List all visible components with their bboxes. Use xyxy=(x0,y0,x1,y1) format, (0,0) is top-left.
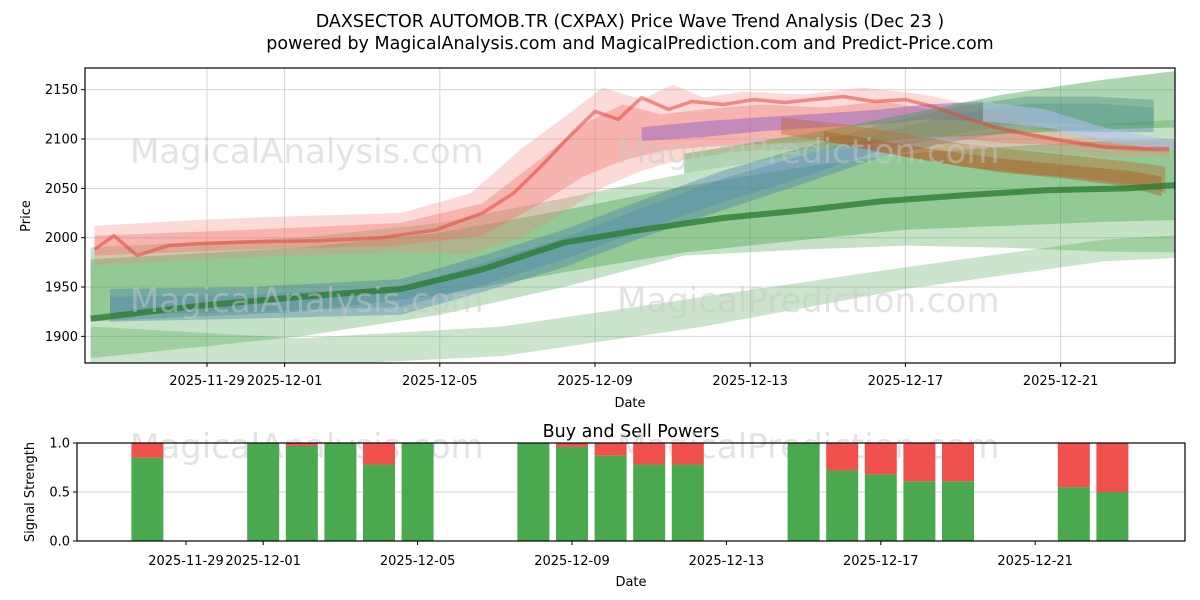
buy-bar-segment xyxy=(903,481,936,541)
y-tick-label: 1900 xyxy=(45,330,78,345)
y-tick-label: 0.0 xyxy=(49,535,70,550)
y-tick-label: 1.0 xyxy=(49,437,70,452)
buy-bar-segment xyxy=(594,455,627,541)
buy-bar-segment xyxy=(1057,487,1090,541)
sell-bar-segment xyxy=(594,443,627,456)
green-bottom-band xyxy=(90,235,1175,363)
watermark-text: MagicalPrediction.com xyxy=(617,132,1000,172)
green-outer-band xyxy=(90,119,1175,359)
y-tick-label: 2000 xyxy=(45,231,78,246)
y-tick-label: 2150 xyxy=(45,83,78,98)
y-tick-label: 1950 xyxy=(45,281,78,296)
signal-chart-title: Buy and Sell Powers xyxy=(543,422,720,442)
watermark-text: MagicalAnalysis.com xyxy=(130,281,484,321)
x-tick-label: 2025-11-29 xyxy=(148,554,224,569)
blue-outer-band xyxy=(110,96,1154,322)
lavender-band xyxy=(983,101,1175,151)
sell-bar-segment xyxy=(363,443,395,465)
sell-bar-segment xyxy=(826,443,859,471)
red-median-line xyxy=(93,94,1170,258)
x-tick-label: 2025-12-09 xyxy=(557,374,633,389)
x-tick-label: 2025-12-09 xyxy=(534,554,610,569)
price-wave-chart: MagicalAnalysis.com MagicalPrediction.com… xyxy=(45,67,1176,389)
buy-bar-segment xyxy=(787,443,820,541)
watermark-text: MagicalPrediction.com xyxy=(617,281,1000,321)
chart-title-line2: powered by MagicalAnalysis.com and Magic… xyxy=(266,34,993,54)
x-tick-label: 2025-12-01 xyxy=(225,554,301,569)
buy-bar-segment xyxy=(671,464,704,541)
red-mid-band xyxy=(94,101,1170,256)
sell-bar-segment xyxy=(1096,443,1129,492)
y-tick-label: 2050 xyxy=(45,182,78,197)
x-tick-label: 2025-12-21 xyxy=(1023,374,1099,389)
price-x-axis-label: Date xyxy=(614,396,645,411)
green-median-line xyxy=(90,182,1175,322)
plot-frame xyxy=(84,67,1176,364)
x-tick-label: 2025-12-05 xyxy=(402,374,478,389)
purple-band xyxy=(641,101,983,141)
watermark-text: MagicalAnalysis.com xyxy=(130,132,484,172)
signal-x-axis-label: Date xyxy=(615,575,646,590)
y-tick-label: 2100 xyxy=(45,133,78,148)
sell-bar-segment xyxy=(131,443,164,458)
buy-bar-segment xyxy=(131,457,164,541)
buy-bar-segment xyxy=(363,464,395,541)
sell-bar-segment xyxy=(671,443,704,465)
y-tick-label: 0.5 xyxy=(49,486,70,501)
buy-bar-segment xyxy=(401,443,434,541)
buy-bar-segment xyxy=(864,474,897,541)
sell-bar-segment xyxy=(556,443,588,447)
buy-bar-segment xyxy=(517,443,550,541)
buy-bar-segment xyxy=(324,443,357,541)
orange-outer-band xyxy=(781,117,1166,194)
buy-bar-segment xyxy=(633,464,666,541)
x-tick-label: 2025-12-13 xyxy=(712,374,788,389)
x-tick-label: 2025-12-21 xyxy=(997,554,1073,569)
chart-title-line1: DAXSECTOR AUTOMOB.TR (CXPAX) Price Wave … xyxy=(316,12,945,32)
buy-sell-chart: MagicalAnalysis.comMagicalPrediction.com… xyxy=(49,427,1186,569)
sell-bar-segment xyxy=(285,443,318,446)
buy-bar-segment xyxy=(826,470,859,541)
x-tick-label: 2025-11-29 xyxy=(169,374,245,389)
orange-inner-band xyxy=(823,131,1162,197)
signal-y-axis-label: Signal Strength xyxy=(23,442,38,542)
sell-bar-segment xyxy=(903,443,936,482)
x-tick-label: 2025-12-05 xyxy=(380,554,456,569)
sell-bar-segment xyxy=(1057,443,1090,488)
sell-bar-segment xyxy=(864,443,897,475)
buy-bar-segment xyxy=(942,481,974,541)
price-y-axis-label: Price xyxy=(19,200,34,232)
green-topright-band xyxy=(684,71,1175,174)
buy-bar-segment xyxy=(285,445,318,541)
x-tick-label: 2025-12-17 xyxy=(843,554,919,569)
x-tick-label: 2025-12-17 xyxy=(868,374,944,389)
buy-bar-segment xyxy=(247,443,280,541)
sell-bar-segment xyxy=(633,443,666,465)
sell-bar-segment xyxy=(942,443,974,482)
x-tick-label: 2025-12-13 xyxy=(689,554,765,569)
buy-bar-segment xyxy=(556,446,588,541)
x-tick-label: 2025-12-01 xyxy=(247,374,323,389)
red-outer-band xyxy=(94,84,1170,266)
buy-bar-segment xyxy=(1096,492,1129,541)
